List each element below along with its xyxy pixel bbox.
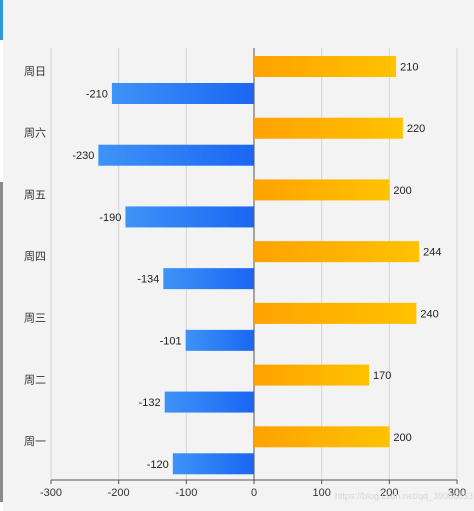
x-tick-label: 300 (448, 487, 466, 499)
category-label: 周一 (24, 435, 46, 448)
bar-positive (254, 426, 390, 448)
data-label-negative: -101 (160, 335, 182, 347)
category-label: 周日 (24, 65, 46, 78)
data-label-positive: 244 (423, 247, 441, 259)
window-edge-scrollbar (0, 182, 3, 502)
bar-negative (125, 206, 254, 228)
category-label: 周三 (24, 312, 46, 325)
data-label-positive: 210 (400, 62, 418, 74)
data-label-negative: -210 (86, 89, 108, 101)
bars (98, 56, 420, 475)
data-label-positive: 200 (393, 185, 411, 197)
data-label-negative: -134 (137, 274, 159, 286)
labels: -300 -200 -100 0 100 200 300 周一 200 -120 周二 170 -132… (24, 62, 466, 500)
data-label-positive: 200 (393, 432, 411, 444)
category-label: 周二 (24, 373, 46, 386)
bar-positive (254, 179, 390, 201)
watermark-text: https://blog.csdn.net/qq_39086853 (335, 491, 473, 501)
bar-negative (172, 453, 254, 475)
bar-positive (254, 302, 417, 324)
bar-negative (164, 391, 254, 413)
data-label-negative: -120 (147, 459, 169, 471)
x-tick-label: 200 (380, 487, 398, 499)
x-tick-label: 100 (312, 487, 330, 499)
window-edge-accent (0, 0, 3, 40)
bar-negative (163, 268, 254, 290)
data-label-positive: 220 (407, 123, 425, 135)
data-label-positive: 240 (420, 308, 438, 320)
x-tick-label: -300 (40, 487, 62, 499)
x-tick-label: -100 (175, 487, 197, 499)
bar-positive (254, 364, 370, 386)
x-tick-label: -200 (108, 487, 130, 499)
axes (50, 48, 458, 484)
bar-negative (185, 329, 254, 351)
bar-negative (98, 144, 254, 166)
x-tick-label: 0 (251, 487, 257, 499)
bar-negative (111, 83, 255, 104)
bar-positive (254, 56, 397, 77)
category-label: 周四 (24, 250, 46, 263)
category-label: 周六 (24, 127, 46, 140)
bar-positive (254, 241, 420, 263)
data-label-negative: -190 (99, 212, 121, 224)
category-label: 周五 (24, 188, 46, 201)
data-label-negative: -230 (72, 150, 94, 162)
data-label-positive: 170 (373, 370, 391, 382)
data-label-negative: -132 (139, 397, 161, 409)
bar-positive (254, 117, 403, 139)
